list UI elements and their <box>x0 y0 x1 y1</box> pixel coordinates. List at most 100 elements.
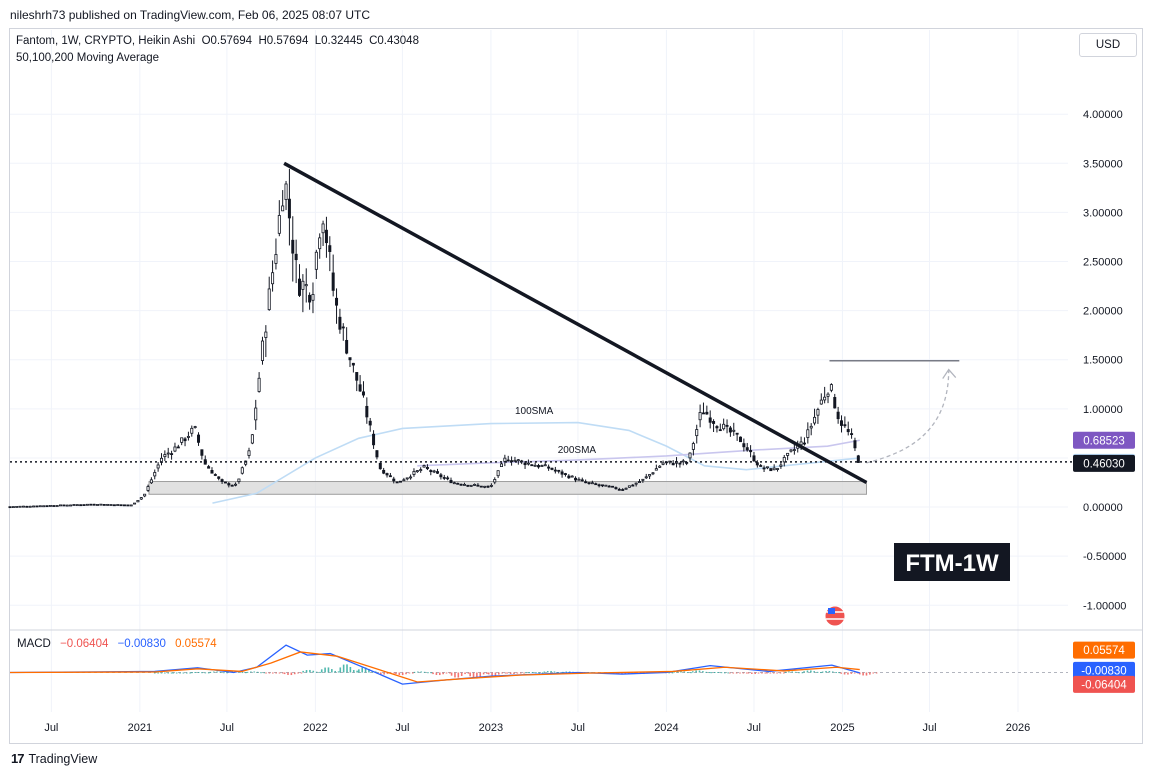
macd-badge-hist: -0.06404 <box>1081 679 1127 691</box>
macd-histogram-bar <box>757 672 760 674</box>
macd-histogram-bar <box>482 672 485 675</box>
macd-badge-signal-bg <box>1073 641 1135 659</box>
macd-histogram-bar <box>472 672 475 679</box>
candle-body <box>227 483 231 486</box>
candle-body <box>375 450 379 458</box>
candle-body <box>294 253 298 261</box>
candle-body <box>644 476 648 479</box>
candle-body <box>483 485 487 488</box>
macd-histogram-bar <box>283 672 286 675</box>
candle-body <box>361 391 365 396</box>
tradingview-brand[interactable]: 17 TradingView <box>11 751 97 766</box>
price-badges: 0.685230.510910.460300.05574-0.00830-0.0… <box>1073 431 1135 693</box>
macd-badge-signal: 0.05574 <box>1083 645 1125 657</box>
candle-body <box>345 339 349 354</box>
macd-histogram-bar <box>523 672 525 674</box>
macd-pane <box>9 644 1068 685</box>
candle-body <box>72 504 76 506</box>
candle-body <box>725 424 729 427</box>
candle-body <box>789 449 793 452</box>
candle-body <box>122 504 126 507</box>
macd-histogram-bar <box>449 672 451 674</box>
macd-histogram-bar <box>430 672 433 674</box>
macd-histogram-bar <box>764 672 767 674</box>
candle-body <box>156 464 160 469</box>
candle-body <box>176 446 180 449</box>
macd-histogram-bar <box>450 672 453 676</box>
x-tick-label: 2023 <box>479 722 503 734</box>
macd-histogram-bar <box>263 672 266 674</box>
macd-histogram-bar <box>708 672 711 674</box>
macd-histogram-bar <box>825 671 827 673</box>
x-tick-label: Jul <box>747 722 761 734</box>
macd-histogram-bar <box>272 672 274 674</box>
support-zone-layer <box>148 481 867 495</box>
candle-body <box>829 384 833 391</box>
candle-body <box>52 505 56 507</box>
candle-body <box>833 397 837 409</box>
candle-body <box>65 504 69 507</box>
candle-body <box>503 457 507 462</box>
macd-histogram-bar <box>408 672 411 674</box>
macd-histogram-bar <box>253 671 256 673</box>
candle-body <box>398 480 402 483</box>
candle-body <box>557 469 561 472</box>
macd-badge-hist-bg <box>1073 675 1135 693</box>
x-tick-label: Jul <box>571 722 585 734</box>
candle-body <box>183 438 187 442</box>
candle-body <box>298 278 302 296</box>
candle-body <box>493 479 497 483</box>
macd-histogram-bar <box>717 671 719 673</box>
candle-body <box>826 393 830 397</box>
support-zone <box>148 481 867 495</box>
candle-body <box>210 470 214 474</box>
candle-body <box>8 506 12 509</box>
macd-histogram-bar <box>246 671 249 673</box>
macd-histogram-bar <box>339 667 342 673</box>
macd-histogram-bar <box>185 672 188 674</box>
candle-body <box>112 504 116 507</box>
candle-body <box>765 466 769 469</box>
candle-body <box>705 411 709 415</box>
candle-body <box>850 433 854 436</box>
candle-body <box>99 503 103 506</box>
candle-body <box>607 485 611 488</box>
candle-body <box>335 297 339 306</box>
macd-label: MACD <box>17 638 51 650</box>
y-tick-label: 1.50000 <box>1083 355 1123 367</box>
macd-histogram-bar <box>747 672 750 674</box>
candle-body <box>681 460 685 463</box>
macd-histogram-bar <box>671 672 674 674</box>
macd-histogram-bar <box>179 672 181 674</box>
candle-body <box>506 459 510 462</box>
macd-histogram-bar <box>420 671 423 673</box>
macd-histogram-bar <box>309 669 311 673</box>
macd-histogram-bar <box>686 672 689 674</box>
candle-body <box>291 239 295 254</box>
macd-histogram-bar <box>816 671 819 673</box>
candle-body <box>543 464 547 467</box>
candle-body <box>516 459 520 462</box>
moving-average-layer: 100SMA 200SMA <box>212 406 860 504</box>
candle-body <box>102 504 106 506</box>
candle-body <box>452 482 456 485</box>
candle-body <box>186 435 190 438</box>
candle-body <box>782 457 786 463</box>
candle-body <box>776 468 780 470</box>
candle-body <box>701 412 705 415</box>
candle-body <box>638 481 642 483</box>
macd-histogram-bar <box>727 672 729 674</box>
macd-histogram-bar <box>398 672 401 675</box>
candle-body <box>331 272 335 291</box>
currency-button[interactable]: USD <box>1079 33 1137 57</box>
macd-histogram-bar <box>779 672 782 674</box>
x-tick-label: 2022 <box>303 722 327 734</box>
ohlc-close: C0.43048 <box>369 35 419 47</box>
candle-body <box>180 437 184 443</box>
ohlc-low: L0.32445 <box>314 35 363 47</box>
macd-histogram-bar <box>550 670 552 673</box>
macd-histogram-bar <box>364 667 367 673</box>
candle-body <box>96 504 100 506</box>
candle-body <box>654 468 658 471</box>
